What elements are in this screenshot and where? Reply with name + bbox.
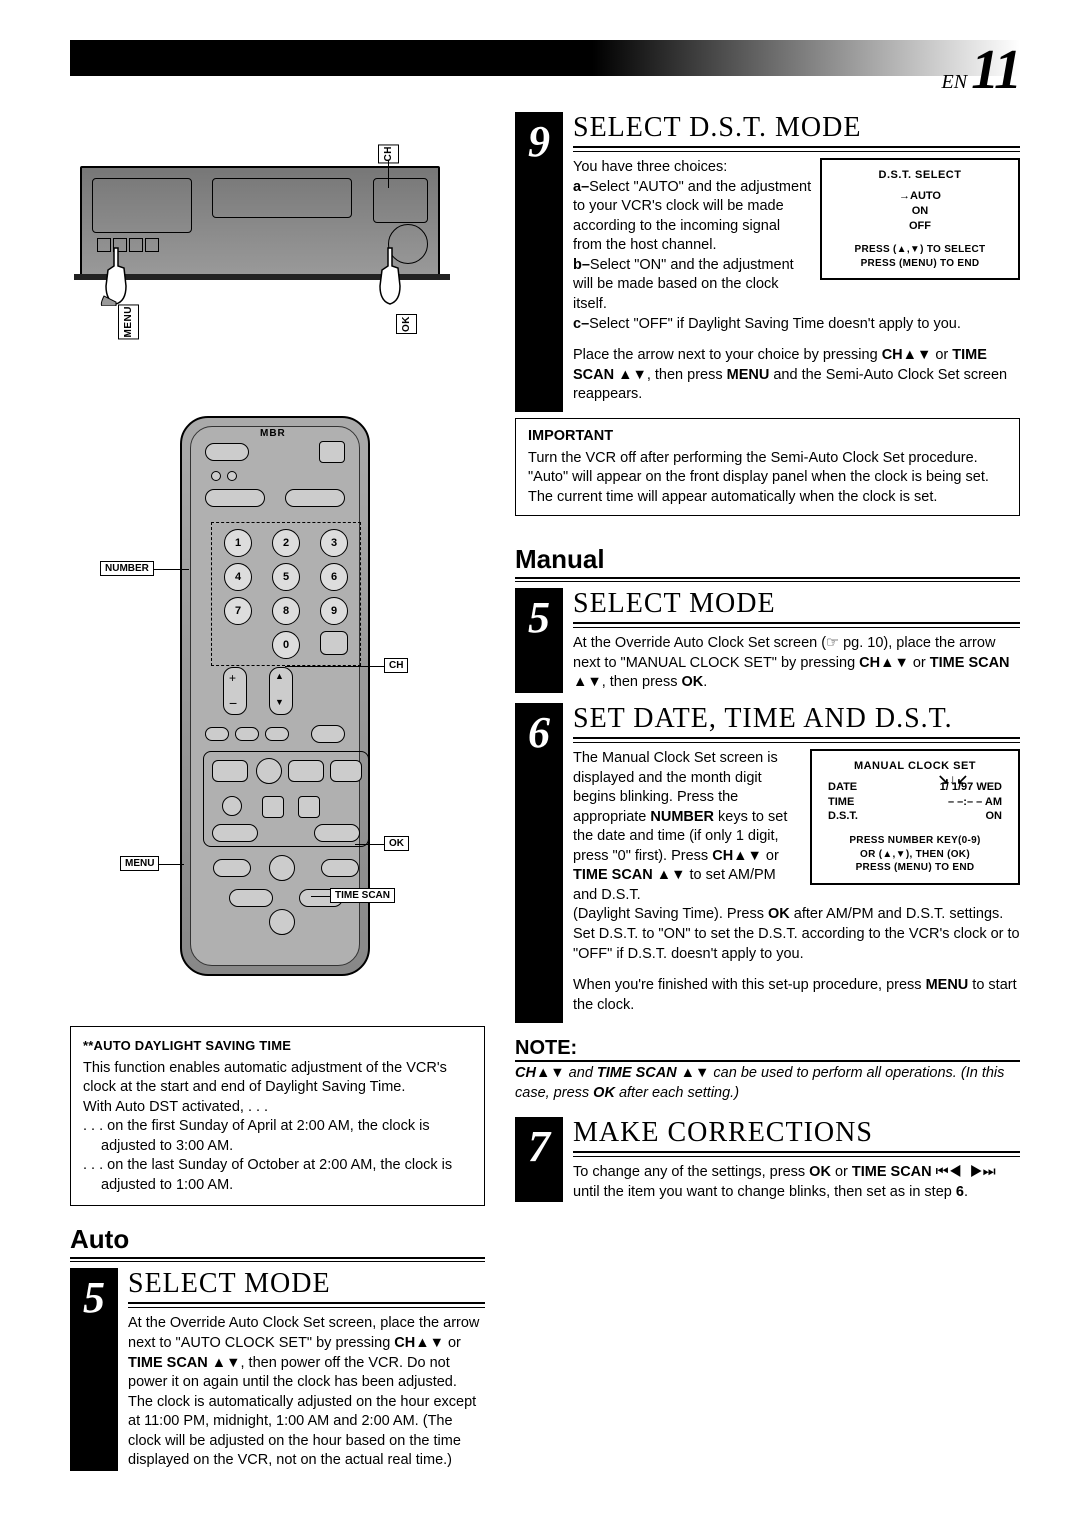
hand-icon [370, 246, 410, 306]
step-6-num: 6 [515, 703, 563, 1023]
manual-osd-title: MANUAL CLOCK SET [820, 759, 1010, 774]
manual-section-title: Manual [515, 544, 1020, 575]
numkey-7: 7 [224, 597, 252, 625]
hand-icon [96, 246, 136, 306]
numkey-3: 3 [320, 529, 348, 557]
remote-diagram: 1 2 3 4 5 6 7 8 9 0 [130, 416, 410, 996]
step-6-text: MANUAL CLOCK SET DATE↘↓↙1/ 1/97 WED TIME… [573, 749, 1020, 1015]
step-5-manual-text: At the Override Auto Clock Set screen (☞… [573, 634, 1020, 693]
numkey-8: 8 [272, 597, 300, 625]
step-7-title: MAKE CORRECTIONS [573, 1117, 1020, 1153]
auto-dst-intro: This function enables automatic adjustme… [83, 1059, 472, 1098]
remote-label-number: NUMBER [100, 561, 154, 576]
important-title: IMPORTANT [528, 427, 1007, 447]
numkey-1: 1 [224, 529, 252, 557]
numkey-6: 6 [320, 563, 348, 591]
auto-dst-note-box: **AUTO DAYLIGHT SAVING TIME This functio… [70, 1026, 485, 1206]
remote-label-timescan: TIME SCAN [330, 888, 395, 903]
remote-numpad: 1 2 3 4 5 6 7 8 9 0 [211, 522, 361, 666]
step-7-num: 7 [515, 1117, 563, 1202]
auto-dst-with: With Auto DST activated, . . . [83, 1098, 472, 1118]
page-lang: EN [942, 71, 968, 93]
numkey-9: 9 [320, 597, 348, 625]
dst-osd-opt3: OFF [830, 219, 1010, 234]
remote-label-menu: MENU [120, 856, 159, 871]
dst-osd-opt2: ON [830, 204, 1010, 219]
auto-dst-bul2: . . . on the last Sunday of October at 2… [83, 1156, 472, 1195]
note-body: CH▲▼ and TIME SCAN ▲▼ can be used to per… [515, 1064, 1020, 1103]
dst-osd-box: D.S.T. SELECT →AUTO ON OFF PRESS (▲,▼) T… [820, 158, 1020, 280]
note-label: NOTE: [515, 1037, 1020, 1060]
step-5-auto-title: SELECT MODE [128, 1268, 485, 1304]
numkey-4: 4 [224, 563, 252, 591]
auto-section-title: Auto [70, 1224, 485, 1255]
vcr-diagram: CH OK MENU [70, 126, 450, 356]
step-6-title: SET DATE, TIME AND D.S.T. [573, 703, 1020, 739]
header-gradient-bar [70, 40, 1020, 76]
numkey-0: 0 [272, 631, 300, 659]
dst-osd-foot2: PRESS (MENU) TO END [830, 257, 1010, 271]
important-box: IMPORTANT Turn the VCR off after perform… [515, 418, 1020, 516]
remote-label-ok: OK [384, 836, 409, 851]
page-num-value: 11 [971, 39, 1020, 101]
dst-osd-title: D.S.T. SELECT [830, 168, 1010, 183]
step-7-text: To change any of the settings, press OK … [573, 1163, 1020, 1202]
step-9-title: SELECT D.S.T. MODE [573, 112, 1020, 148]
remote-brand: MBR [260, 428, 286, 439]
numkey-2: 2 [272, 529, 300, 557]
auto-dst-title: **AUTO DAYLIGHT SAVING TIME [83, 1037, 472, 1055]
vcr-callout-ok: OK [396, 314, 417, 334]
step-5-auto-text: At the Override Auto Clock Set screen, p… [128, 1314, 485, 1471]
dst-osd-opt1: →AUTO [830, 189, 1010, 204]
important-text: Turn the VCR off after performing the Se… [528, 449, 1007, 508]
step-9-text: D.S.T. SELECT →AUTO ON OFF PRESS (▲,▼) T… [573, 158, 1020, 405]
numkey-5: 5 [272, 563, 300, 591]
step-5-manual-num: 5 [515, 588, 563, 693]
remote-label-ch: CH [384, 658, 408, 673]
auto-dst-bul1: . . . on the first Sunday of April at 2:… [83, 1117, 472, 1156]
step-5-auto-num: 5 [70, 1268, 118, 1471]
step-9-num: 9 [515, 112, 563, 412]
step-5-manual-title: SELECT MODE [573, 588, 1020, 624]
manual-osd-box: MANUAL CLOCK SET DATE↘↓↙1/ 1/97 WED TIME… [810, 749, 1020, 885]
vcr-callout-menu: MENU [118, 304, 139, 339]
dst-osd-foot1: PRESS (▲,▼) TO SELECT [830, 243, 1010, 257]
page-number: EN 11 [942, 38, 1020, 102]
